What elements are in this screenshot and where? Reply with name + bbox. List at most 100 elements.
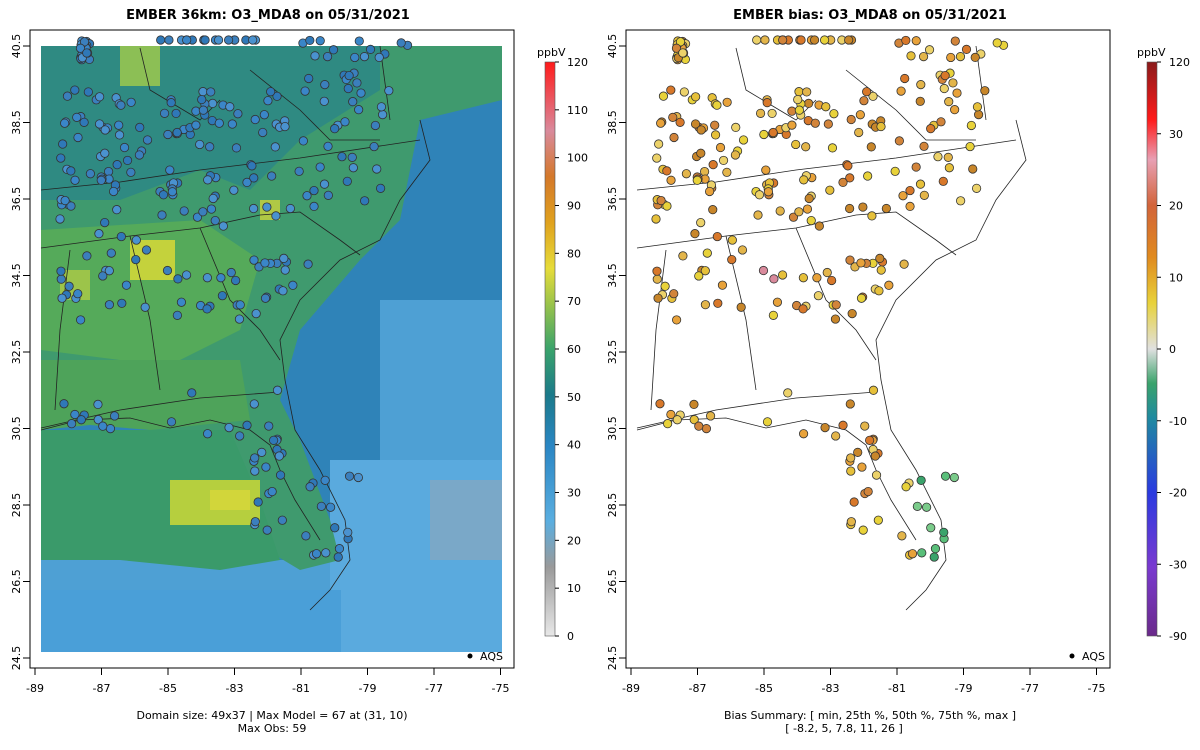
- bias-site-marker: [866, 142, 876, 152]
- ozone-site-marker: [333, 552, 343, 562]
- ozone-site-marker: [360, 196, 370, 206]
- bias-site-marker: [794, 207, 804, 217]
- bias-site-marker: [717, 280, 728, 290]
- bias-site-marker: [798, 273, 808, 283]
- bias-site-marker: [855, 110, 865, 120]
- ozone-site-marker: [294, 166, 304, 176]
- ozone-site-marker: [119, 142, 130, 153]
- ozone-site-marker: [218, 221, 228, 231]
- bias-site-marker: [738, 135, 749, 145]
- bias-site-marker: [694, 421, 704, 431]
- ozone-site-marker: [56, 153, 66, 163]
- ozone-site-marker: [301, 531, 311, 541]
- ozone-site-marker: [319, 96, 329, 106]
- ozone-site-marker: [94, 229, 104, 239]
- bias-site-marker: [663, 419, 673, 429]
- ozone-site-marker: [340, 117, 350, 127]
- bias-site-marker: [736, 302, 746, 312]
- bias-site-marker: [871, 470, 882, 480]
- ozone-site-marker: [242, 177, 252, 187]
- ozone-site-marker: [224, 422, 234, 433]
- bias-site-marker: [722, 167, 732, 177]
- ozone-site-marker: [158, 190, 169, 200]
- bias-site-marker: [696, 148, 706, 158]
- bias-site-marker: [814, 221, 824, 231]
- ozone-site-marker: [55, 214, 65, 224]
- bias-site-marker: [802, 204, 813, 214]
- bias-site-marker: [916, 475, 926, 485]
- right-x-tick-label: -77: [1021, 682, 1039, 695]
- ozone-site-marker: [126, 97, 136, 107]
- bias-site-marker: [849, 497, 859, 507]
- left-y-axis: 40.5 38.5 36.5 34.5 32.5 30.5 28.5 26.5 24.5: [10, 34, 30, 670]
- left-x-axis: -89 -87 -85 -83 -81 -79 -77 -75: [26, 668, 509, 695]
- bias-site-marker: [777, 270, 788, 280]
- ozone-site-marker: [356, 88, 366, 98]
- right-x-tick-label: -79: [955, 682, 973, 695]
- ozone-site-marker: [352, 78, 362, 88]
- ozone-site-marker: [172, 127, 182, 138]
- bias-site-marker: [730, 150, 741, 160]
- ozone-site-marker: [116, 100, 126, 110]
- ozone-site-marker: [288, 280, 298, 290]
- right-x-tick-label: -83: [822, 682, 840, 695]
- left-x-tick-label: -77: [425, 682, 443, 695]
- ozone-site-marker: [278, 286, 288, 296]
- ozone-site-marker: [376, 102, 387, 112]
- bias-site-marker: [856, 293, 867, 303]
- left-x-tick-label: -75: [492, 682, 510, 695]
- bias-site-marker: [948, 78, 958, 88]
- ozone-site-marker: [106, 248, 116, 258]
- bias-site-marker: [906, 51, 916, 61]
- left-colorbar-tick-label: 60: [567, 343, 581, 356]
- right-map-frame: [625, 29, 1111, 669]
- ozone-site-marker: [315, 36, 325, 46]
- ozone-site-marker: [79, 37, 90, 47]
- ozone-site-marker: [304, 73, 314, 84]
- ozone-site-marker: [257, 447, 267, 457]
- bias-site-marker: [829, 109, 839, 119]
- ozone-site-marker: [322, 52, 333, 62]
- left-y-tick-label: 34.5: [10, 263, 23, 288]
- ozone-site-marker: [253, 497, 263, 507]
- bias-site-marker: [753, 210, 763, 220]
- bias-site-marker: [690, 119, 701, 129]
- bias-site-marker: [769, 274, 779, 284]
- ozone-site-marker: [66, 166, 76, 176]
- right-panel-title: EMBER bias: O3_MDA8 on 05/31/2021: [733, 8, 1007, 23]
- ozone-site-marker: [85, 169, 96, 179]
- ozone-site-marker: [260, 258, 270, 268]
- bias-site-marker: [652, 266, 662, 276]
- ozone-site-marker: [247, 161, 257, 171]
- bias-site-marker: [843, 161, 853, 171]
- bias-site-marker: [938, 176, 948, 186]
- left-y-tick-label: 26.5: [10, 569, 23, 594]
- bias-site-marker: [915, 96, 925, 106]
- ozone-site-marker: [100, 218, 110, 228]
- ozone-site-marker: [269, 435, 279, 445]
- ozone-site-marker: [66, 201, 76, 211]
- ozone-site-marker: [198, 87, 208, 97]
- ozone-site-marker: [202, 304, 212, 314]
- bias-site-marker: [831, 300, 841, 310]
- bias-site-marker: [821, 102, 831, 112]
- left-colorbar-tick-label: 90: [567, 200, 581, 213]
- bias-site-marker: [926, 523, 936, 533]
- bias-site-marker: [980, 86, 990, 96]
- bias-site-marker: [911, 162, 921, 172]
- bias-site-marker: [801, 142, 811, 152]
- right-y-tick-label: 40.5: [606, 34, 619, 59]
- left-colorbar-tick-label: 10: [567, 582, 581, 595]
- ozone-site-marker: [275, 470, 286, 480]
- ozone-site-marker: [248, 35, 258, 45]
- bias-site-marker: [762, 98, 772, 108]
- left-colorbar-unit: ppbV: [537, 46, 566, 59]
- ozone-site-marker: [164, 35, 174, 45]
- bias-site-marker: [763, 187, 773, 197]
- bias-site-marker: [699, 166, 710, 177]
- bias-site-marker: [823, 119, 833, 129]
- bias-site-marker: [700, 266, 710, 276]
- bias-site-marker: [875, 253, 885, 263]
- bias-site-marker: [865, 435, 875, 445]
- right-caption-line2: [ -8.2, 5, 7.8, 11, 26 ]: [785, 722, 903, 735]
